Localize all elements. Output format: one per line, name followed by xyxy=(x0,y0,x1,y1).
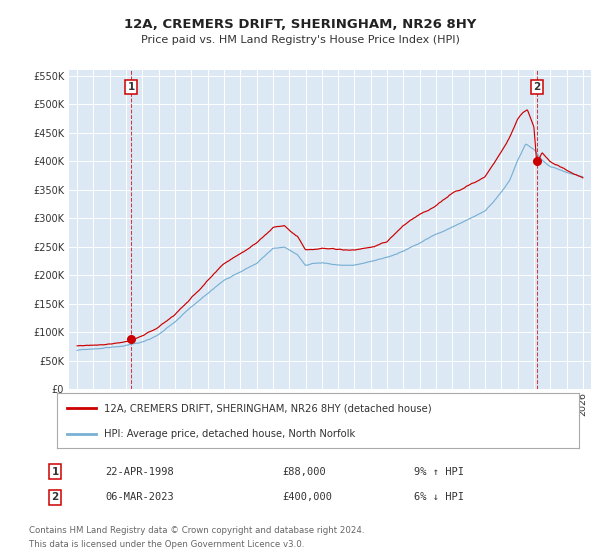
Text: 2: 2 xyxy=(52,492,59,502)
Text: 06-MAR-2023: 06-MAR-2023 xyxy=(105,492,174,502)
Text: 12A, CREMERS DRIFT, SHERINGHAM, NR26 8HY (detached house): 12A, CREMERS DRIFT, SHERINGHAM, NR26 8HY… xyxy=(104,404,431,413)
Text: £400,000: £400,000 xyxy=(282,492,332,502)
Text: Contains HM Land Registry data © Crown copyright and database right 2024.: Contains HM Land Registry data © Crown c… xyxy=(29,526,364,535)
Text: 1: 1 xyxy=(128,82,135,92)
Text: 12A, CREMERS DRIFT, SHERINGHAM, NR26 8HY: 12A, CREMERS DRIFT, SHERINGHAM, NR26 8HY xyxy=(124,18,476,31)
Text: £88,000: £88,000 xyxy=(282,466,326,477)
Text: 6% ↓ HPI: 6% ↓ HPI xyxy=(414,492,464,502)
Text: 9% ↑ HPI: 9% ↑ HPI xyxy=(414,466,464,477)
Text: Price paid vs. HM Land Registry's House Price Index (HPI): Price paid vs. HM Land Registry's House … xyxy=(140,35,460,45)
Text: 2: 2 xyxy=(533,82,541,92)
Text: HPI: Average price, detached house, North Norfolk: HPI: Average price, detached house, Nort… xyxy=(104,430,355,439)
Text: 22-APR-1998: 22-APR-1998 xyxy=(105,466,174,477)
Text: This data is licensed under the Open Government Licence v3.0.: This data is licensed under the Open Gov… xyxy=(29,540,304,549)
Text: 1: 1 xyxy=(52,466,59,477)
